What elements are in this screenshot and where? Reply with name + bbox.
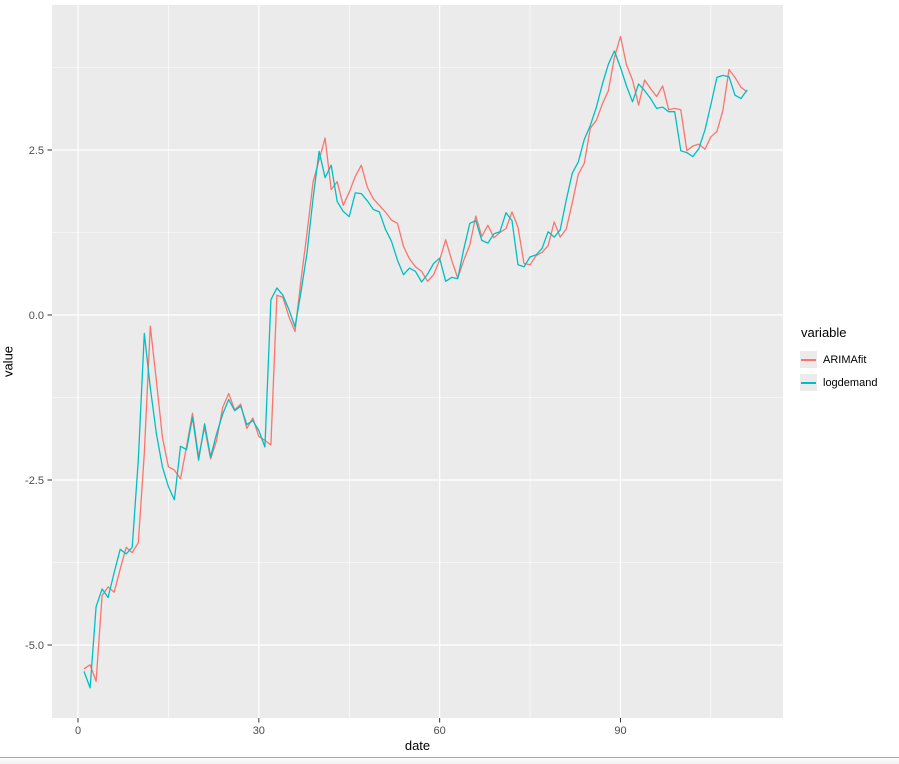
legend-label-arimafit: ARIMAfit [823,353,867,366]
legend-label-logdemand: logdemand [823,376,878,389]
x-tick-label: 60 [434,725,446,737]
logdemand-key-line-icon [801,381,816,384]
legend: variable ARIMAfit logdemand [800,325,877,397]
legend-key-logdemand [800,374,817,391]
legend-key-arimafit [800,351,817,368]
y-tick-label: -5.0 [25,640,44,652]
arimafit-key-line-icon [801,358,816,361]
legend-item-arimafit: ARIMAfit [800,351,877,368]
x-tick-label: 30 [253,725,265,737]
window-bottom-border [0,757,899,764]
y-axis-title: value [0,345,16,378]
y-tick-label: -2.5 [25,475,44,487]
x-tick-label: 90 [614,725,626,737]
legend-item-logdemand: logdemand [800,374,877,391]
y-tick-label: 0.0 [29,310,44,322]
x-tick-label: 0 [75,725,81,737]
y-tick-label: 2.5 [29,145,44,157]
plot-panel [52,5,783,718]
legend-title: variable [801,325,847,340]
logdemand-line [83,50,748,689]
x-axis-title: date [404,738,431,753]
